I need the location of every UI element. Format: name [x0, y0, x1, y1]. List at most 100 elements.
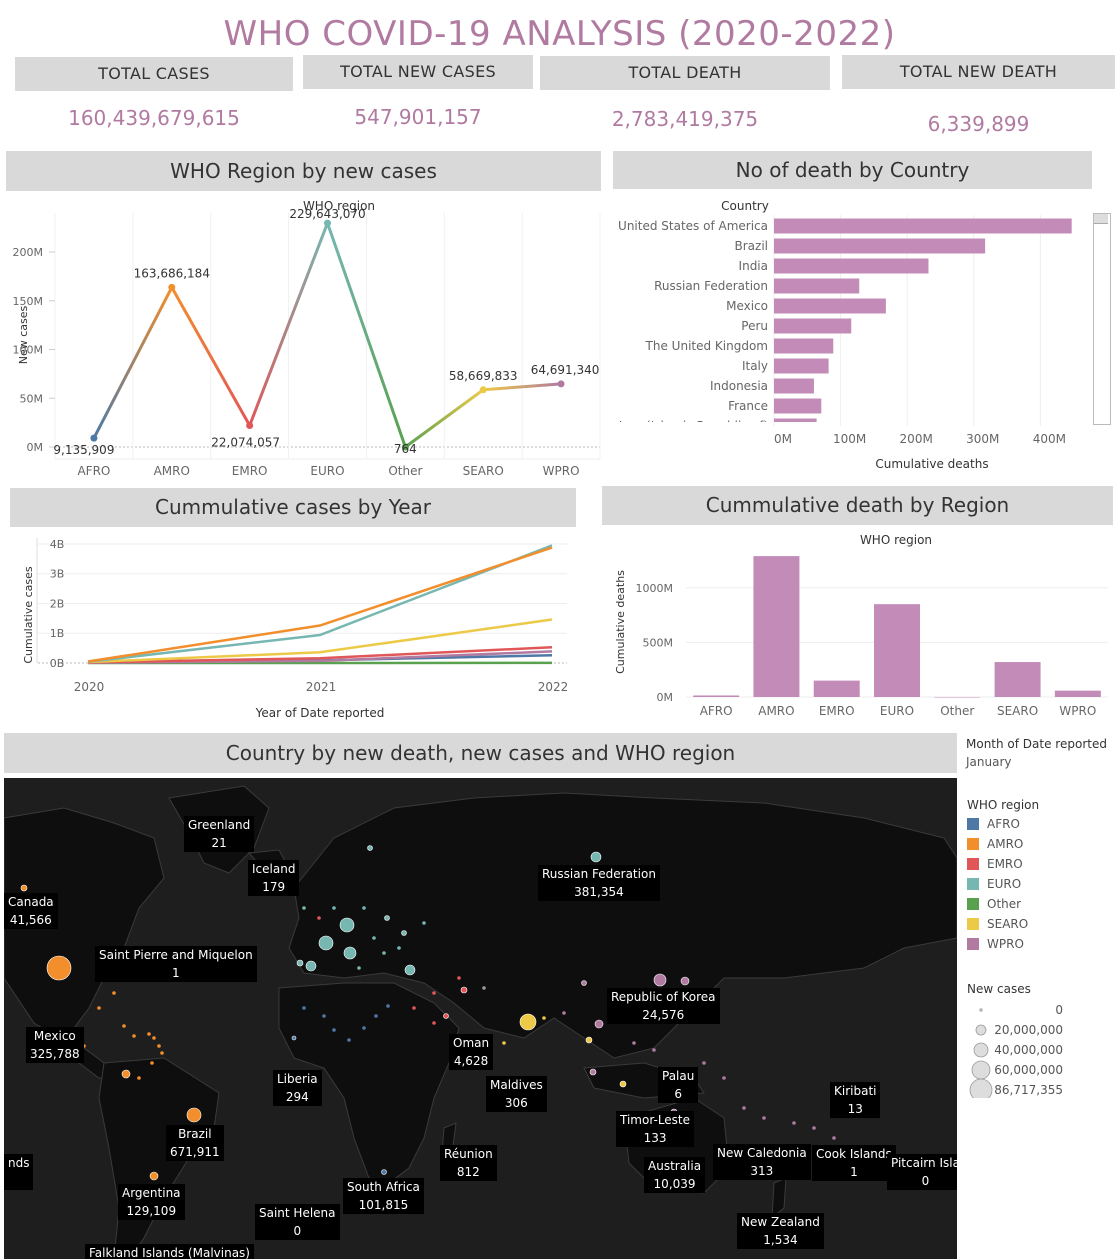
map-label-saint-helena[interactable]: Saint Helena 0 — [255, 1204, 340, 1240]
chart2-bar[interactable] — [774, 278, 860, 294]
map-bubble-small[interactable] — [412, 1006, 416, 1010]
chart3-series-searo[interactable] — [87, 618, 553, 664]
chart4-bar-searo[interactable] — [994, 662, 1041, 697]
map-bubble-small[interactable] — [502, 1041, 506, 1045]
map-bubble-small[interactable] — [542, 1016, 546, 1020]
map-bubble-small[interactable] — [482, 986, 486, 990]
map-bubble-emro[interactable] — [443, 1013, 449, 1019]
chart2-bar[interactable] — [774, 378, 814, 394]
region-legend-item-afro[interactable]: AFRO — [967, 814, 1117, 834]
map-label-falkland-islands[interactable]: Falkland Islands (Malvinas) — [85, 1244, 254, 1259]
map-bubble-small[interactable] — [147, 1032, 151, 1036]
chart4-bar-afro[interactable] — [693, 695, 740, 697]
map-bubble-small[interactable] — [332, 1028, 336, 1032]
map-bubble-small[interactable] — [362, 1026, 366, 1030]
map-bubble-small[interactable] — [632, 1041, 636, 1045]
map-bubble-searo[interactable] — [519, 1013, 537, 1031]
chart1-point-emro[interactable] — [246, 421, 254, 429]
map-bubble-small[interactable] — [357, 966, 361, 970]
map-bubble-small[interactable] — [132, 1034, 136, 1038]
map-label-timor-leste[interactable]: Timor-Leste 133 — [616, 1111, 695, 1147]
chart3-series-euro[interactable] — [87, 544, 553, 664]
chart4-bar-other[interactable] — [934, 696, 981, 698]
chart4-bar-wpro[interactable] — [1054, 690, 1101, 697]
map-label-pitcairn[interactable]: Pitcairn Isla 0 — [887, 1154, 957, 1190]
map-bubble-emro[interactable] — [460, 986, 468, 994]
map-bubble-euro[interactable] — [401, 930, 407, 936]
month-filter[interactable]: Month of Date reported January — [966, 737, 1116, 769]
map-bubble-small[interactable] — [302, 906, 306, 910]
map-bubble-small[interactable] — [432, 991, 436, 995]
chart1-point-afro[interactable] — [90, 434, 98, 442]
map-bubble-searo[interactable] — [585, 1036, 593, 1044]
map-bubble-afro[interactable] — [381, 1169, 387, 1175]
map-bubble-small[interactable] — [386, 1004, 390, 1008]
chart3-series-emro[interactable] — [87, 645, 553, 664]
region-legend-item-wpro[interactable]: WPRO — [967, 934, 1117, 954]
chart1-point-other[interactable] — [401, 443, 409, 451]
map-bubble-small[interactable] — [832, 1136, 836, 1140]
map-bubble-small[interactable] — [722, 1076, 726, 1080]
map-bubble-small[interactable] — [152, 1036, 156, 1040]
map-label-australia[interactable]: Australia 10,039 — [644, 1157, 706, 1193]
chart2-bar[interactable] — [774, 358, 829, 374]
map-bubble-amro[interactable] — [149, 1171, 159, 1181]
map-bubble-amro[interactable] — [46, 955, 72, 981]
map-bubble-euro[interactable] — [296, 959, 304, 967]
region-legend-item-searo[interactable]: SEARO — [967, 914, 1117, 934]
chart2-bar[interactable] — [774, 238, 986, 254]
map-bubble-small[interactable] — [332, 906, 336, 910]
map-bubble-euro[interactable] — [318, 935, 334, 951]
map-label-russian-federation[interactable]: Russian Federation 381,354 — [538, 865, 660, 901]
country-list-scrollbar[interactable] — [1093, 213, 1111, 425]
month-filter-value[interactable]: January — [966, 755, 1012, 769]
map-bubble-small[interactable] — [347, 1038, 351, 1042]
map-label-cook-islands[interactable]: Cook Islands 1 — [812, 1145, 896, 1181]
chart4-bar-euro[interactable] — [874, 604, 920, 697]
map-bubble-wpro[interactable] — [589, 1068, 597, 1076]
map-bubble-euro[interactable] — [343, 946, 357, 960]
map-bubble-small[interactable] — [317, 916, 321, 920]
map-bubble-wpro[interactable] — [680, 976, 690, 986]
region-legend-item-emro[interactable]: EMRO — [967, 854, 1117, 874]
map-bubble-small[interactable] — [322, 1014, 326, 1018]
map-label-mexico[interactable]: Mexico 325,788 — [26, 1027, 84, 1063]
map-bubble-small[interactable] — [457, 976, 461, 980]
map-label-partial-islands[interactable]: nds — [4, 1154, 34, 1190]
country-list-scroll-thumb[interactable] — [1094, 214, 1108, 224]
map-bubble-small[interactable] — [397, 946, 401, 950]
map-bubble-euro[interactable] — [339, 917, 355, 933]
map-bubble-small[interactable] — [302, 1006, 306, 1010]
map-bubble-small[interactable] — [702, 1061, 706, 1065]
map-bubble-small[interactable] — [112, 991, 116, 995]
map-bubble-small[interactable] — [652, 1048, 656, 1052]
map-bubble-euro[interactable] — [384, 915, 390, 921]
map-bubble-euro[interactable] — [367, 845, 373, 851]
map-bubble-small[interactable] — [157, 1044, 161, 1048]
map-bubble-small[interactable] — [422, 921, 426, 925]
map-bubble-wpro[interactable] — [653, 973, 667, 987]
map-bubble-small[interactable] — [562, 1011, 566, 1015]
chart3-series-amro[interactable] — [87, 546, 553, 663]
map-bubble-small[interactable] — [382, 951, 386, 955]
map-bubble-searo[interactable] — [619, 1080, 627, 1088]
map-label-greenland[interactable]: Greenland 21 — [184, 816, 255, 852]
map-bubble-amro[interactable] — [121, 1069, 131, 1079]
chart1-point-amro[interactable] — [168, 283, 176, 291]
map-label-brazil[interactable]: Brazil 671,911 — [166, 1125, 224, 1161]
chart2-bar[interactable] — [774, 418, 817, 434]
map-bubble-small[interactable] — [432, 1021, 436, 1025]
region-legend-item-euro[interactable]: EURO — [967, 874, 1117, 894]
map-label-argentina[interactable]: Argentina 129,109 — [118, 1184, 185, 1220]
chart1-point-euro[interactable] — [324, 219, 331, 227]
chart4-bar-emro[interactable] — [813, 680, 860, 697]
map-label-palau[interactable]: Palau 6 — [658, 1067, 699, 1103]
map-bubble-euro[interactable] — [590, 851, 602, 863]
map-label-kiribati[interactable]: Kiribati 13 — [830, 1082, 881, 1118]
map-bubble-small[interactable] — [812, 1126, 816, 1130]
map-bubble-small[interactable] — [97, 1006, 101, 1010]
map-label-new-caledonia[interactable]: New Caledonia 313 — [713, 1144, 811, 1180]
map-label-south-africa[interactable]: South Africa 101,815 — [343, 1178, 424, 1214]
map-bubble-amro[interactable] — [20, 884, 28, 892]
chart2-bar[interactable] — [774, 318, 852, 334]
